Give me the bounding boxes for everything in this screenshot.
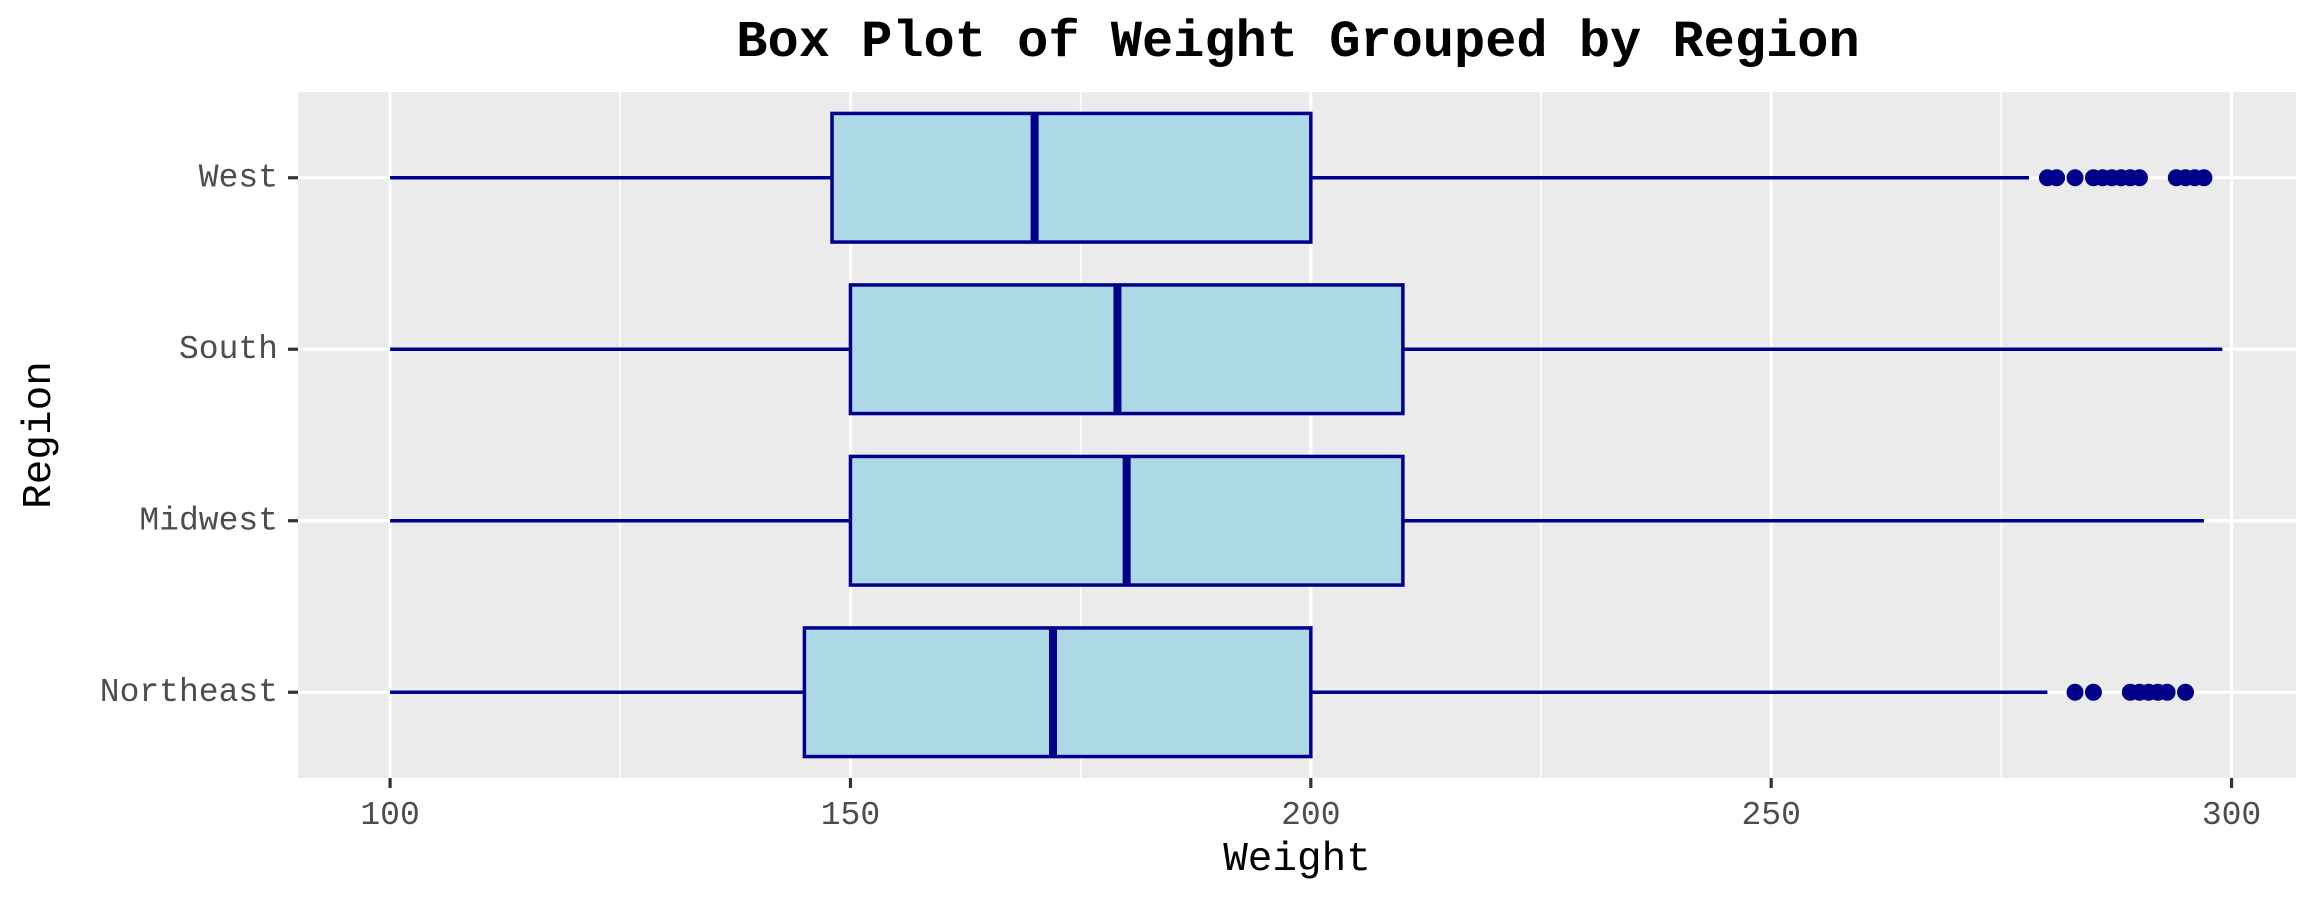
chart-title: Box Plot of Weight Grouped by Region (736, 13, 1859, 72)
outlier-point-northeast (2158, 683, 2176, 701)
y-axis-title: Region (17, 361, 63, 509)
iqr-box-west (830, 111, 1313, 244)
iqr-box-south (848, 283, 1405, 416)
y-tick-label: South (179, 331, 278, 368)
box-south (390, 283, 2223, 416)
outlier-point-northeast (2084, 683, 2102, 701)
outlier-point-west (2066, 169, 2084, 187)
y-tick-label: West (199, 159, 278, 196)
box-midwest (390, 454, 2204, 587)
y-tick-label: Northeast (100, 674, 278, 711)
outlier-point-northeast (2177, 683, 2195, 701)
x-tick-label: 100 (360, 797, 419, 834)
x-axis-title: Weight (1223, 837, 1371, 883)
y-tick-label: Midwest (139, 502, 278, 539)
box-northeast (390, 626, 2195, 759)
y-axis: West South Midwest Northeast (100, 159, 298, 711)
outlier-point-west (2130, 169, 2148, 187)
outlier-point-west (2195, 169, 2213, 187)
x-tick-label: 250 (1741, 797, 1800, 834)
x-axis: 100 150 200 250 300 (360, 778, 2261, 834)
boxes (390, 111, 2223, 759)
x-tick-label: 200 (1281, 797, 1340, 834)
outlier-point-northeast (2066, 683, 2084, 701)
iqr-box-northeast (802, 626, 1313, 759)
x-tick-label: 150 (821, 797, 880, 834)
box-west (390, 111, 2213, 244)
x-tick-label: 300 (2202, 797, 2261, 834)
outlier-point-west (2048, 169, 2066, 187)
